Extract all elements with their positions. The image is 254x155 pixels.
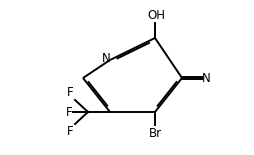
Text: Br: Br	[148, 127, 161, 140]
Text: OH: OH	[146, 9, 164, 22]
Text: N: N	[201, 71, 210, 84]
Text: N: N	[101, 53, 110, 66]
Text: F: F	[66, 125, 73, 138]
Text: F: F	[65, 106, 72, 119]
Text: F: F	[66, 86, 73, 99]
